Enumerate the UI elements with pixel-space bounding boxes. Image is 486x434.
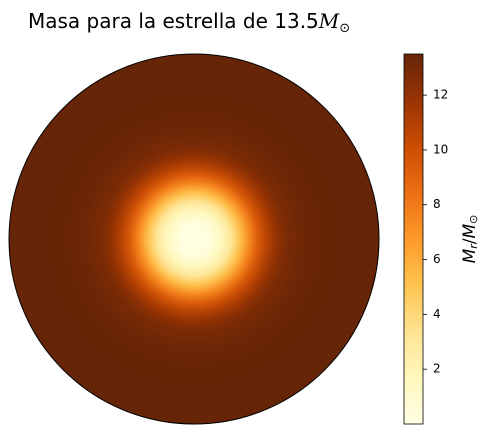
colorbar-label: Mr/M⊙: [460, 215, 480, 264]
colorbar-tick-label: 6: [433, 252, 441, 266]
colorbar-tick-label: 4: [433, 307, 441, 321]
colorbar-tick-label: 10: [433, 142, 448, 156]
colorbar-tick-label: 8: [433, 197, 441, 211]
chart-title: Masa para la estrella de 13.5M⊙: [28, 9, 351, 36]
star-disk: [8, 53, 380, 425]
colorbar-ticks: 2 4 6 8 10 12: [423, 88, 448, 376]
colorbar-tick-label: 12: [433, 88, 448, 102]
colorbar: [403, 53, 424, 425]
colorbar-tick-label: 2: [433, 362, 441, 376]
